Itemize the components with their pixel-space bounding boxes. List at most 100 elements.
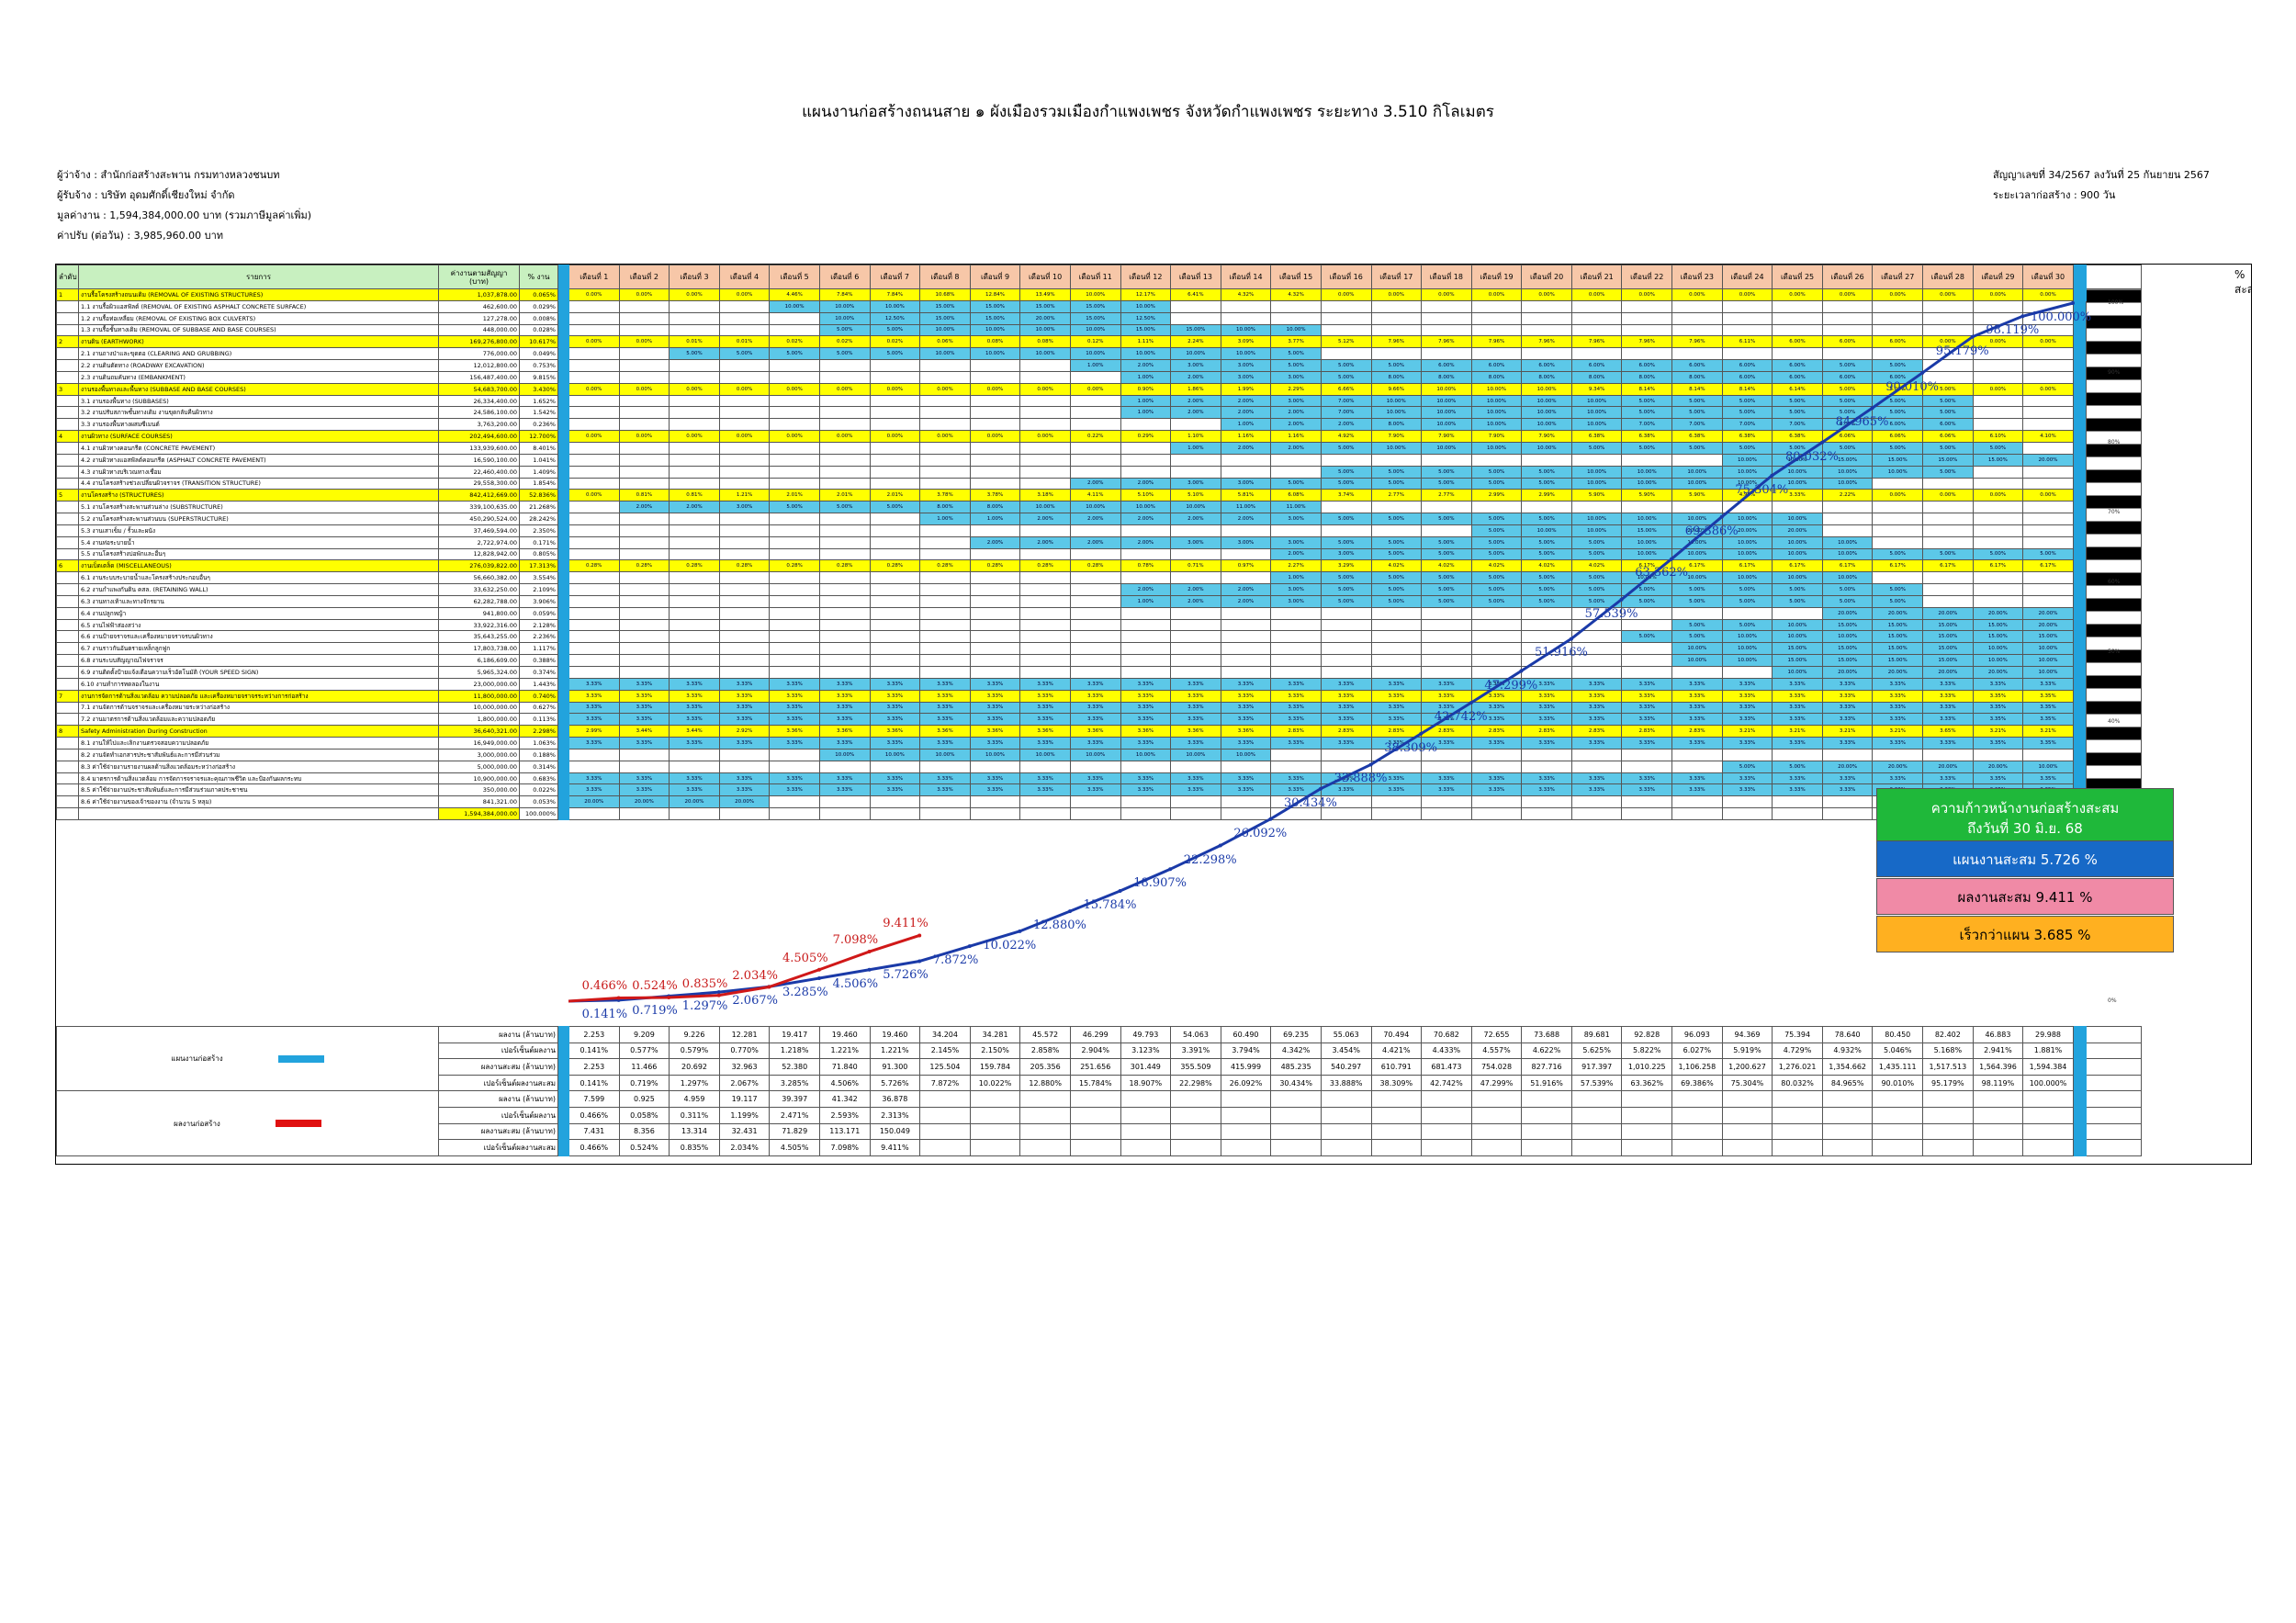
summary-cell: 72.655 bbox=[1470, 1026, 1523, 1043]
month-cell: 10.00% bbox=[1120, 299, 1172, 313]
item-weight: 9.815% bbox=[519, 370, 558, 384]
month-cell: 5.00% bbox=[1370, 547, 1423, 561]
month-cell: 10.00% bbox=[1421, 382, 1472, 396]
summary-cell bbox=[1972, 1090, 2024, 1108]
month-cell: 10.00% bbox=[1470, 441, 1523, 455]
month-cell bbox=[1220, 311, 1272, 325]
month-cell: 10.00% bbox=[1521, 524, 1572, 537]
month-cell bbox=[869, 666, 921, 679]
actual-curve-point bbox=[867, 950, 872, 954]
item-weight: 0.008% bbox=[519, 311, 558, 325]
month-cell: 2.83% bbox=[1621, 725, 1673, 738]
item-no: 4 bbox=[56, 430, 79, 443]
month-cell: 0.00% bbox=[1922, 288, 1974, 301]
month-cell bbox=[1521, 630, 1572, 644]
month-cell: 8.00% bbox=[1370, 370, 1423, 384]
month-cell: 5.00% bbox=[1470, 594, 1523, 608]
month-cell bbox=[1370, 807, 1423, 820]
month-cell bbox=[919, 654, 971, 667]
month-cell: 0.28% bbox=[919, 559, 971, 573]
table-row: 7 งานการจัดการด้านสิ่งแวดล้อม ความปลอดภัย… bbox=[56, 689, 2142, 703]
table-row: 6.9 งานติดตั้งป้ายแจ้งเตือนความเร็วอัตโน… bbox=[56, 666, 2142, 679]
summary-cell: 80.032% bbox=[1772, 1074, 1823, 1092]
summary-cell: 4.433% bbox=[1421, 1042, 1472, 1060]
month-cell: 2.00% bbox=[1220, 513, 1272, 525]
item-no: 6 bbox=[56, 559, 79, 573]
month-cell: 1.00% bbox=[919, 513, 971, 525]
month-cell bbox=[1470, 630, 1523, 644]
month-cell bbox=[869, 477, 921, 490]
month-cell bbox=[1721, 666, 1773, 679]
table-row: 1.1 งานรื้อผิวแอสฟัลต์ (REMOVAL OF EXIST… bbox=[56, 299, 2142, 313]
month-cell bbox=[1421, 618, 1472, 632]
month-cell bbox=[1120, 654, 1172, 667]
item-description: 8.3 ค่าใช้จ่ายงานรายงานผลด้านสิ่งแวดล้อม… bbox=[78, 760, 439, 773]
blue-separator bbox=[557, 571, 569, 585]
month-cell: 10.00% bbox=[1621, 477, 1673, 490]
month-header: เดือนที่ 7 bbox=[869, 265, 921, 289]
month-cell: 3.33% bbox=[1922, 677, 1974, 691]
month-cell bbox=[769, 666, 820, 679]
month-cell bbox=[1019, 642, 1071, 656]
summary-cell: 1,354.662 bbox=[1821, 1058, 1874, 1076]
item-amount: 16,590,100.00 bbox=[438, 453, 520, 467]
month-cell: 20.00% bbox=[1972, 760, 2024, 773]
month-cell bbox=[1972, 418, 2024, 432]
plan-curve-label: 1.297% bbox=[681, 999, 728, 1014]
month-cell bbox=[2022, 406, 2074, 420]
month-cell: 3.33% bbox=[818, 772, 871, 785]
month-cell: 3.33% bbox=[1069, 783, 1121, 797]
penalty-line: ค่าปรับ (ต่อวัน) : 3,985,960.00 บาท bbox=[57, 230, 224, 242]
month-cell bbox=[1721, 299, 1773, 313]
month-cell bbox=[869, 606, 921, 620]
summary-cell: 38.309% bbox=[1370, 1074, 1423, 1092]
blue-separator-right bbox=[2072, 772, 2087, 785]
month-cell: 5.00% bbox=[1370, 513, 1423, 525]
item-no: 2 bbox=[56, 335, 79, 349]
month-cell bbox=[1470, 299, 1523, 313]
month-cell bbox=[1671, 795, 1723, 809]
plan-curve-label: 15.784% bbox=[1083, 898, 1137, 913]
month-cell: 0.00% bbox=[1972, 288, 2024, 301]
blue-separator bbox=[557, 547, 569, 561]
month-cell: 0.00% bbox=[1069, 382, 1121, 396]
month-cell bbox=[919, 441, 971, 455]
month-cell bbox=[2022, 418, 2074, 432]
month-cell: 5.00% bbox=[1621, 583, 1673, 596]
contract-value-line: มูลค่างาน : 1,594,384,000.00 บาท (รวมภาษ… bbox=[57, 209, 312, 221]
month-cell bbox=[769, 394, 820, 408]
month-cell: 3.36% bbox=[1220, 725, 1272, 738]
month-cell: 3.33% bbox=[1671, 737, 1723, 750]
month-cell bbox=[1621, 748, 1673, 761]
month-cell: 5.00% bbox=[1421, 583, 1472, 596]
summary-cell: 15.784% bbox=[1069, 1074, 1121, 1092]
item-no bbox=[56, 748, 79, 761]
month-cell: 10.00% bbox=[969, 748, 1021, 761]
month-cell: 20.00% bbox=[1922, 666, 1974, 679]
month-cell bbox=[969, 583, 1021, 596]
month-cell: 3.33% bbox=[1872, 689, 1924, 703]
month-cell: 3.33% bbox=[618, 701, 670, 715]
page-title: แผนงานก่อสร้างถนนสาย ๑ ผังเมืองรวมเมืองก… bbox=[802, 103, 1494, 121]
month-cell bbox=[2022, 370, 2074, 384]
month-cell: 0.00% bbox=[568, 382, 620, 396]
month-cell: 2.00% bbox=[969, 535, 1021, 549]
month-cell: 3.33% bbox=[1220, 737, 1272, 750]
summary-cell bbox=[1821, 1106, 1874, 1124]
summary-cell: 1,200.627 bbox=[1721, 1058, 1773, 1076]
month-cell: 3.33% bbox=[1170, 772, 1221, 785]
month-cell: 3.33% bbox=[869, 701, 921, 715]
month-cell bbox=[1872, 501, 1924, 514]
month-cell: 10.00% bbox=[1671, 513, 1723, 525]
summary-cell: 94.369 bbox=[1721, 1026, 1773, 1043]
month-cell: 0.28% bbox=[669, 559, 720, 573]
month-cell bbox=[568, 370, 620, 384]
item-amount: 10,900,000.00 bbox=[438, 772, 520, 785]
month-cell bbox=[818, 465, 871, 479]
month-cell: 7.84% bbox=[818, 288, 871, 301]
month-cell: 0.00% bbox=[568, 335, 620, 349]
month-header: เดือนที่ 21 bbox=[1570, 265, 1623, 289]
item-no bbox=[56, 594, 79, 608]
month-cell: 2.00% bbox=[1270, 418, 1322, 432]
table-row: 4.4 งานโครงสร้างช่วงเปลี่ยนผิวจราจร (TRA… bbox=[56, 477, 2142, 490]
